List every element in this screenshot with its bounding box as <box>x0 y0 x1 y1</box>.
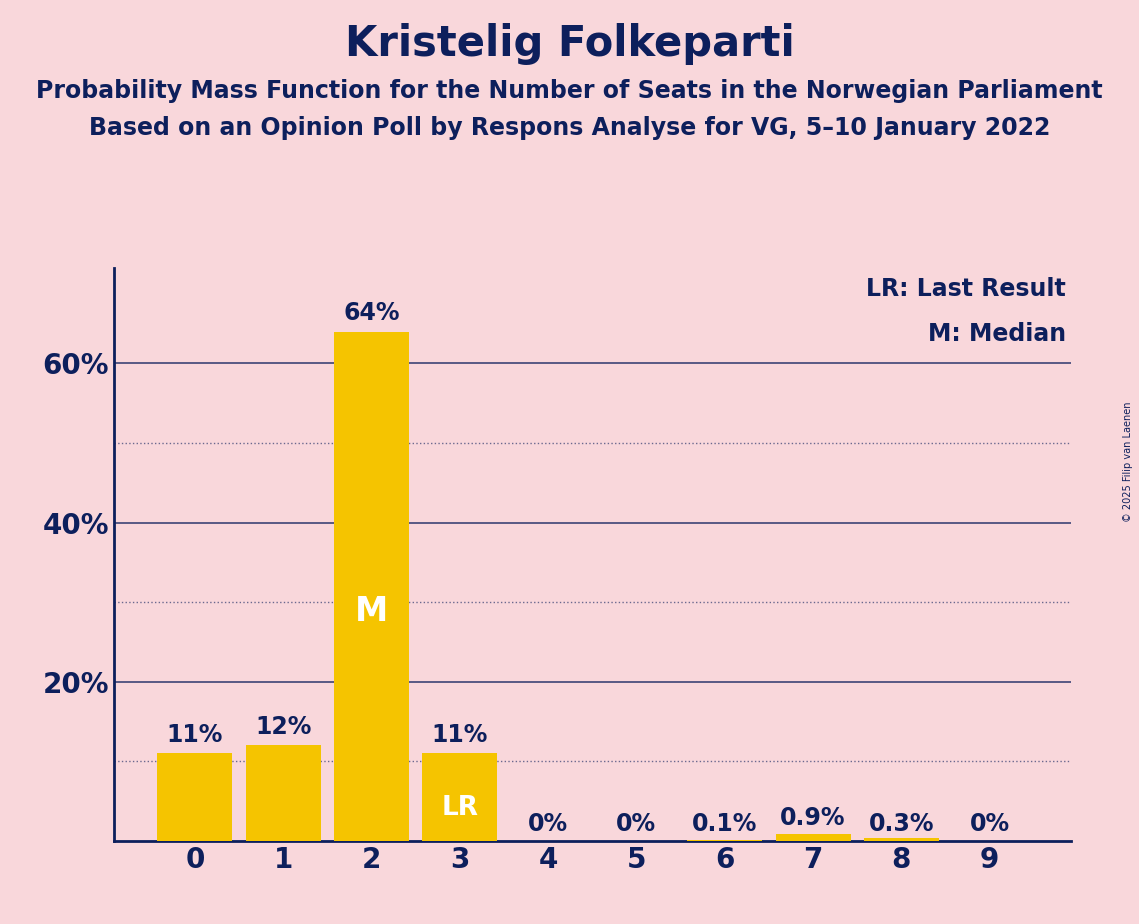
Bar <box>334 332 409 841</box>
Bar <box>776 833 851 841</box>
Text: 0%: 0% <box>528 812 568 836</box>
Text: 11%: 11% <box>432 723 487 747</box>
Bar <box>863 838 939 841</box>
Text: 0.9%: 0.9% <box>780 806 846 830</box>
Text: M: M <box>355 595 388 628</box>
Bar <box>157 753 232 841</box>
Text: LR: Last Result: LR: Last Result <box>866 276 1066 300</box>
Text: 64%: 64% <box>343 301 400 325</box>
Text: Probability Mass Function for the Number of Seats in the Norwegian Parliament: Probability Mass Function for the Number… <box>36 79 1103 103</box>
Bar <box>246 746 321 841</box>
Text: 12%: 12% <box>255 715 311 739</box>
Text: 0%: 0% <box>616 812 656 836</box>
Text: Based on an Opinion Poll by Respons Analyse for VG, 5–10 January 2022: Based on an Opinion Poll by Respons Anal… <box>89 116 1050 140</box>
Text: 0.3%: 0.3% <box>869 812 934 836</box>
Text: M: Median: M: Median <box>928 322 1066 346</box>
Text: LR: LR <box>441 795 478 821</box>
Bar <box>423 753 498 841</box>
Text: 11%: 11% <box>166 723 223 747</box>
Text: © 2025 Filip van Laenen: © 2025 Filip van Laenen <box>1123 402 1133 522</box>
Text: Kristelig Folkeparti: Kristelig Folkeparti <box>345 23 794 65</box>
Text: 0.1%: 0.1% <box>693 812 757 836</box>
Text: 0%: 0% <box>969 812 1009 836</box>
